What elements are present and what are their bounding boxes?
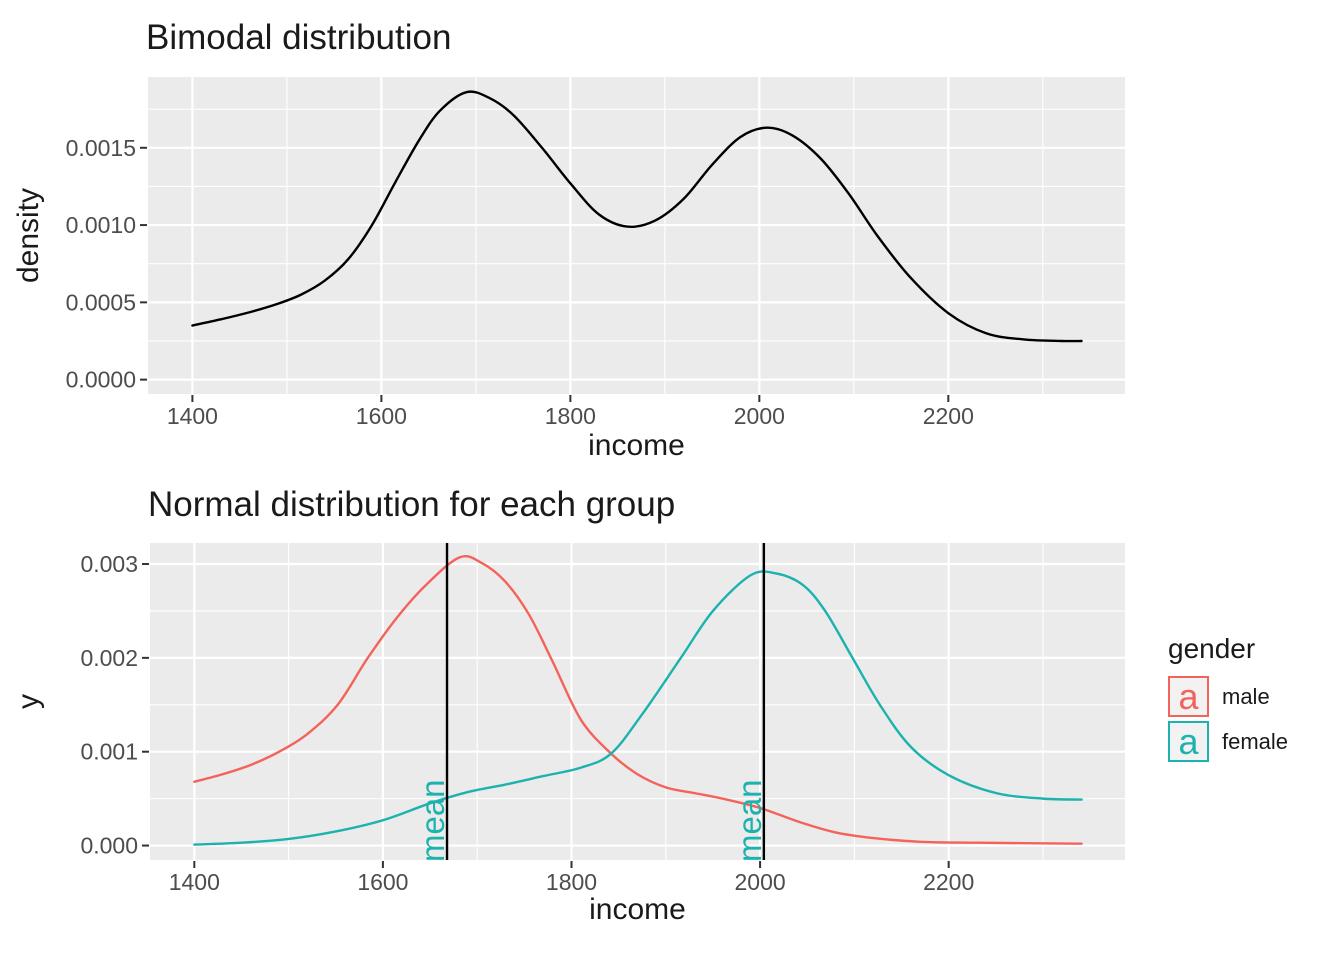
x-axis-tick-label: 1600 — [357, 869, 408, 895]
mean-label: mean — [731, 779, 768, 862]
y-axis-tick-label: 0.002 — [80, 645, 138, 671]
chart-title-groups: Normal distribution for each group — [148, 485, 676, 524]
y-axis-tick-label: 0.0005 — [66, 289, 136, 315]
legend-gender: gender a male a female — [1168, 634, 1288, 766]
legend-key-male: a — [1168, 676, 1209, 717]
x-axis-tick-label: 2000 — [734, 869, 785, 895]
male-curve — [193, 554, 1083, 845]
x-axis-tick-label: 1800 — [545, 403, 596, 429]
x-axis-tick-label: 2200 — [923, 869, 974, 895]
x-axis-tick-label: 1600 — [356, 403, 407, 429]
legend-glyph-female: a — [1178, 720, 1199, 762]
legend-title: gender — [1168, 633, 1256, 664]
plot-panel — [148, 77, 1125, 394]
legend-item-male: a male — [1168, 676, 1288, 717]
y-axis-title-density: density — [12, 187, 45, 284]
y-axis-tick-label: 0.0000 — [66, 367, 136, 393]
mean-label: mean — [414, 779, 451, 862]
y-axis-tick-label: 0.0015 — [66, 135, 136, 161]
y-axis-tick-label: 0.001 — [80, 739, 138, 765]
legend-glyph-male: a — [1178, 675, 1199, 717]
x-axis-tick-label: 2200 — [923, 403, 974, 429]
x-axis-tick-label: 1400 — [169, 869, 220, 895]
density-curve — [191, 90, 1083, 343]
x-axis-tick-label: 2000 — [734, 403, 785, 429]
x-axis-tick-label: 1800 — [546, 869, 597, 895]
group-density-chart: mean mean 1400 1600 1800 2000 2200 0.000 0.001 0.… — [80, 543, 1125, 895]
legend-label-female: female — [1222, 728, 1289, 754]
y-axis-tick-label: 0.000 — [80, 833, 138, 859]
plot-panel — [150, 543, 1125, 860]
legend-label-male: male — [1222, 683, 1270, 709]
x-axis-title-income-top: income — [588, 429, 685, 462]
y-axis-tick-label: 0.003 — [80, 551, 138, 577]
bimodal-density-chart: 1400 1600 1800 2000 2200 0.0000 0.0005 0.0010 0.… — [66, 77, 1125, 429]
legend-key-female: a — [1168, 721, 1209, 762]
chart-title-bimodal: Bimodal distribution — [146, 18, 452, 57]
x-axis-title-income-bottom: income — [589, 893, 686, 926]
legend-item-female: a female — [1168, 721, 1288, 762]
female-curve — [193, 570, 1083, 846]
x-axis-tick-label: 1400 — [167, 403, 218, 429]
y-axis-tick-label: 0.0010 — [66, 212, 136, 238]
y-axis-title-y: y — [12, 694, 45, 709]
